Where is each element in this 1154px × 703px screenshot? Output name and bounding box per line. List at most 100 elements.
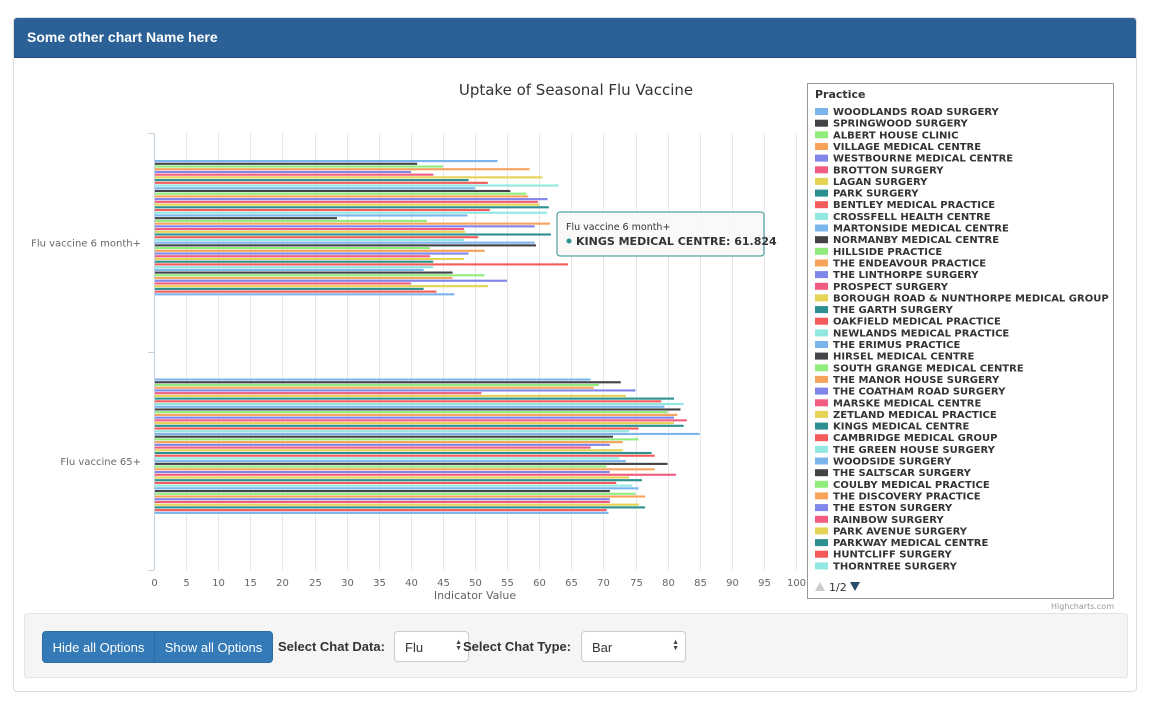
bar[interactable] [155, 397, 675, 400]
bar[interactable] [155, 509, 607, 512]
bar[interactable] [155, 402, 684, 406]
legend-item[interactable]: THE ERIMUS PRACTICE [833, 340, 960, 351]
bar[interactable] [155, 470, 610, 474]
bar[interactable] [155, 225, 535, 228]
bar[interactable] [155, 217, 337, 220]
legend-item[interactable]: PARKWAY MEDICAL CENTRE [833, 538, 988, 549]
bar[interactable] [155, 187, 475, 190]
legend-item[interactable]: PROSPECT SURGERY [833, 282, 949, 293]
bar[interactable] [155, 465, 607, 468]
bar[interactable] [155, 451, 652, 455]
bar[interactable] [155, 219, 427, 222]
legend-item[interactable]: THORNTREE SURGERY [833, 561, 958, 572]
bar[interactable] [155, 271, 453, 274]
bar[interactable] [155, 263, 569, 266]
legend-item[interactable]: SOUTH GRANGE MEDICAL CENTRE [833, 363, 1024, 374]
legend-item[interactable]: THE SALTSCAR SURGERY [833, 468, 972, 479]
bar[interactable] [155, 462, 668, 465]
legend-item[interactable]: THE GARTH SURGERY [833, 305, 954, 316]
bar[interactable] [155, 408, 681, 411]
legend-item[interactable]: SPRINGWOOD SURGERY [833, 119, 969, 130]
bar[interactable] [155, 468, 655, 471]
bar[interactable] [155, 241, 535, 244]
bar[interactable] [155, 449, 623, 452]
bar[interactable] [155, 165, 443, 168]
legend-item[interactable]: THE DISCOVERY PRACTICE [833, 491, 981, 502]
bar[interactable] [155, 230, 466, 233]
bar[interactable] [155, 211, 547, 214]
bar[interactable] [155, 282, 411, 285]
legend-item[interactable]: COULBY MEDICAL PRACTICE [833, 480, 990, 491]
bar[interactable] [155, 460, 626, 463]
bar[interactable] [155, 247, 431, 250]
show-all-options-button[interactable]: Show all Options [154, 631, 273, 663]
bar[interactable] [155, 173, 434, 176]
legend-item[interactable]: WOODLANDS ROAD SURGERY [833, 107, 999, 118]
bar[interactable] [155, 476, 630, 479]
legend-item[interactable]: CAMBRIDGE MEDICAL GROUP [833, 433, 998, 444]
legend-item[interactable]: LAGAN SURGERY [833, 177, 928, 188]
bar[interactable] [155, 432, 700, 436]
bar[interactable] [155, 411, 668, 414]
legend-item[interactable]: THE GREEN HOUSE SURGERY [833, 445, 996, 456]
bar[interactable] [155, 500, 610, 504]
bar[interactable] [155, 487, 639, 490]
bar[interactable] [155, 203, 540, 206]
bar[interactable] [155, 490, 610, 493]
legend-item[interactable]: MARTONSIDE MEDICAL CENTRE [833, 224, 1009, 235]
bar[interactable] [155, 438, 639, 441]
bar[interactable] [155, 184, 559, 187]
bar[interactable] [155, 495, 646, 498]
bar[interactable] [155, 484, 633, 487]
bar[interactable] [155, 492, 636, 495]
bar[interactable] [155, 506, 646, 509]
bar[interactable] [155, 435, 614, 438]
bar[interactable] [155, 287, 424, 290]
bar[interactable] [155, 274, 485, 277]
bar[interactable] [155, 244, 536, 247]
bar[interactable] [155, 386, 594, 389]
legend-item[interactable]: VILLAGE MEDICAL CENTRE [833, 142, 981, 153]
bar[interactable] [155, 266, 434, 269]
chart-credit[interactable]: Highcharts.com [1051, 602, 1114, 611]
bar[interactable] [155, 198, 548, 201]
bar[interactable] [155, 427, 639, 430]
bar[interactable] [155, 405, 665, 408]
bar[interactable] [155, 481, 617, 484]
bar[interactable] [155, 276, 453, 280]
bar[interactable] [155, 208, 490, 212]
bar[interactable] [155, 392, 482, 395]
bar[interactable] [155, 443, 610, 446]
legend-item[interactable]: HILLSIDE PRACTICE [833, 247, 942, 258]
legend-item[interactable]: BOROUGH ROAD & NUNTHORPE MEDICAL GROUP [833, 293, 1109, 304]
legend-item[interactable]: NORMANBY MEDICAL CENTRE [833, 235, 999, 246]
legend-item[interactable]: KINGS MEDICAL CENTRE [833, 422, 970, 433]
bar[interactable] [155, 430, 630, 433]
bar[interactable] [155, 511, 609, 514]
bar[interactable] [155, 176, 543, 179]
bar[interactable] [155, 181, 488, 184]
bar[interactable] [155, 394, 626, 397]
bar[interactable] [155, 233, 551, 236]
bar[interactable] [155, 446, 591, 449]
bar[interactable] [155, 236, 479, 239]
bar[interactable] [155, 214, 468, 217]
legend-item[interactable]: PARK AVENUE SURGERY [833, 526, 968, 537]
bar[interactable] [155, 498, 610, 501]
legend-item[interactable]: OAKFIELD MEDICAL PRACTICE [833, 317, 1001, 328]
bar[interactable] [155, 381, 621, 384]
bar[interactable] [155, 228, 465, 231]
legend-item[interactable]: HIRSEL MEDICAL CENTRE [833, 352, 974, 363]
pager-down-icon[interactable] [850, 582, 860, 591]
legend-item[interactable]: WOODSIDE SURGERY [833, 457, 952, 468]
bar[interactable] [155, 192, 527, 195]
bar[interactable] [155, 257, 465, 261]
bar[interactable] [155, 424, 684, 427]
bar[interactable] [155, 457, 620, 460]
bar[interactable] [155, 195, 529, 198]
bar[interactable] [155, 383, 599, 387]
legend-item[interactable]: THE LINTHORPE SURGERY [833, 270, 979, 281]
legend-item[interactable]: PARK SURGERY [833, 189, 919, 200]
chart-data-select[interactable]: Flu ▲ ▼ [394, 631, 469, 662]
bar[interactable] [155, 422, 675, 425]
